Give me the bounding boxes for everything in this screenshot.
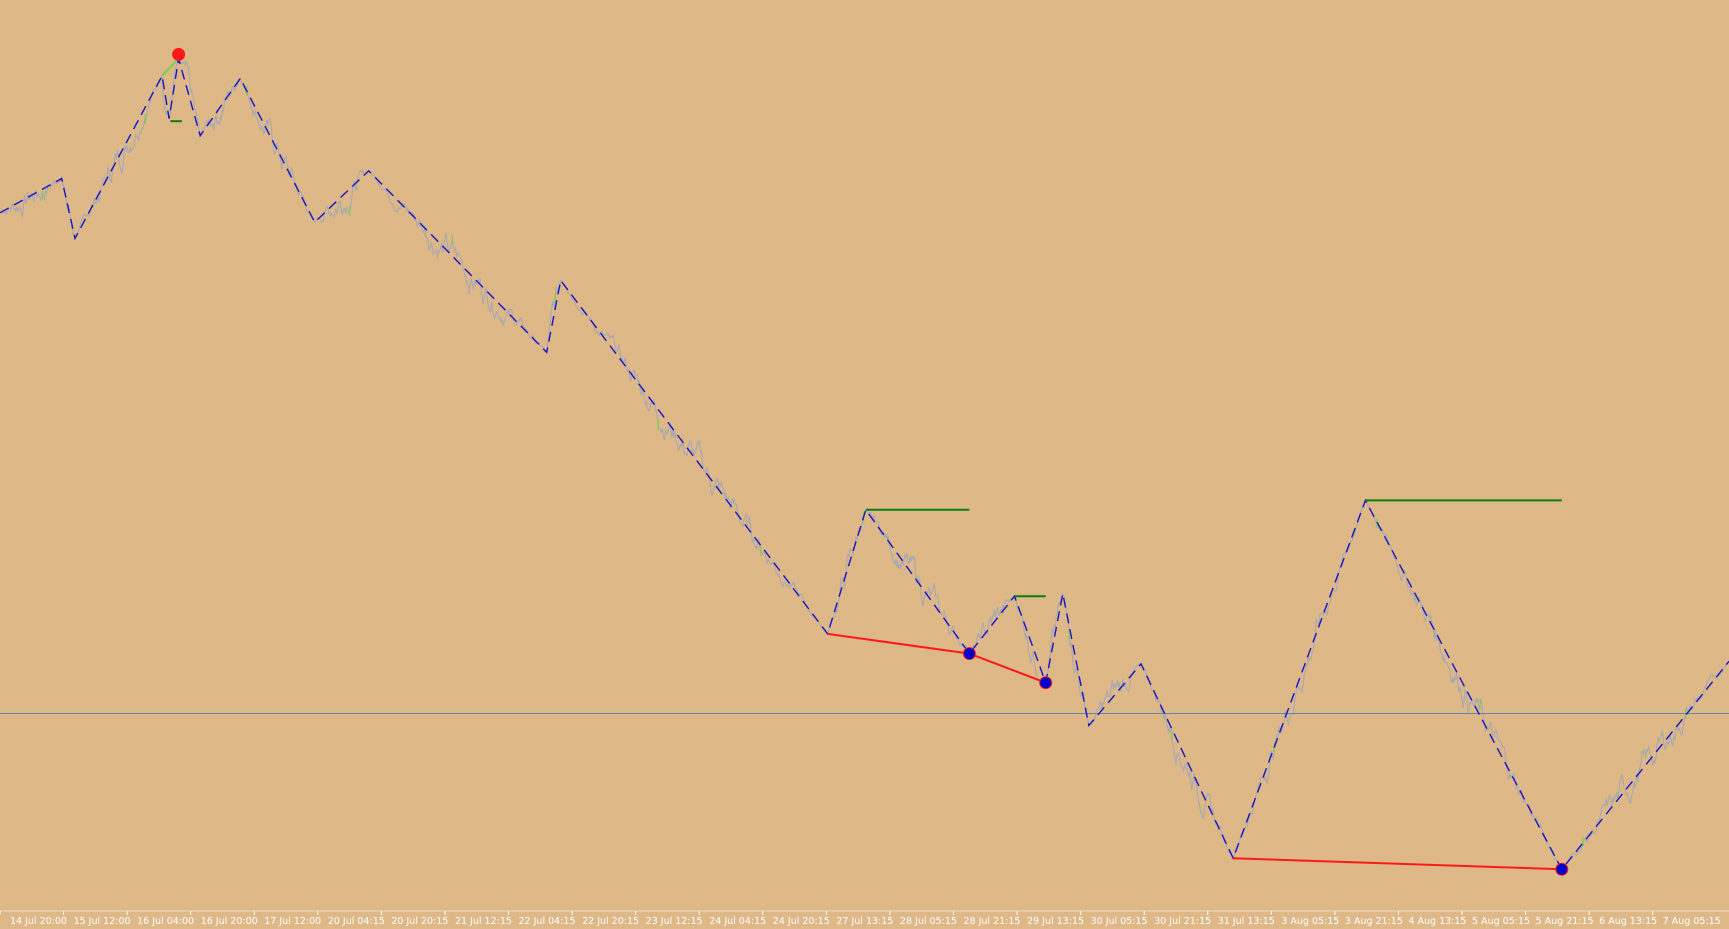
divergence-line: [1233, 857, 1562, 871]
x-tick-label: 27 Jul 13:15: [836, 916, 893, 927]
x-tick-label: 7 Aug 05:15: [1663, 916, 1721, 927]
x-tick-label: 21 Jul 12:15: [455, 916, 512, 927]
x-tick-label: 15 Jul 12:00: [74, 916, 131, 927]
x-tick-label: 16 Jul 20:00: [201, 916, 258, 927]
x-tick-label: 23 Jul 12:15: [646, 916, 703, 927]
bullish-divergence-marker[interactable]: [1039, 676, 1053, 690]
x-tick-label: 6 Aug 13:15: [1599, 916, 1657, 927]
x-tick-label: 3 Aug 21:15: [1345, 916, 1403, 927]
x-tick-label: 20 Jul 20:15: [391, 916, 448, 927]
x-tick-label: 14 Jul 20:00: [10, 916, 67, 927]
x-tick-label: 17 Jul 12:00: [264, 916, 321, 927]
zigzag-line: [0, 58, 1729, 871]
x-tick-label: 30 Jul 21:15: [1154, 916, 1211, 927]
bullish-divergence-marker[interactable]: [962, 647, 976, 661]
x-tick-label: 5 Aug 05:15: [1472, 916, 1530, 927]
x-tick-label: 22 Jul 20:15: [582, 916, 639, 927]
x-tick-label: 4 Aug 13:15: [1408, 916, 1466, 927]
x-tick-label: 16 Jul 04:00: [137, 916, 194, 927]
x-tick-label: 24 Jul 20:15: [773, 916, 830, 927]
x-tick-label: 20 Jul 04:15: [328, 916, 385, 927]
x-tick-label: 24 Jul 04:15: [709, 916, 766, 927]
x-tick-label: 30 Jul 05:15: [1091, 916, 1148, 927]
x-tick-label: 29 Jul 13:15: [1027, 916, 1084, 927]
x-tick-label: 22 Jul 04:15: [519, 916, 576, 927]
level-lines: [161, 59, 1562, 598]
time-axis: 14 Jul 20:00 15 Jul 12:00 16 Jul 04:00 16 J…: [0, 910, 1729, 927]
x-tick-label: 5 Aug 21:15: [1536, 916, 1594, 927]
x-tick-label: 31 Jul 13:15: [1218, 916, 1275, 927]
x-tick-label: 28 Jul 05:15: [900, 916, 957, 927]
x-tick-label: 28 Jul 21:15: [963, 916, 1020, 927]
zigzag-layer: [0, 58, 1729, 871]
signal-stub: [161, 59, 178, 77]
bearish-divergence-marker[interactable]: [172, 47, 186, 61]
signal-markers: [172, 47, 1569, 876]
x-tick-label: 3 Aug 05:15: [1281, 916, 1339, 927]
bullish-divergence-marker[interactable]: [1555, 862, 1569, 876]
